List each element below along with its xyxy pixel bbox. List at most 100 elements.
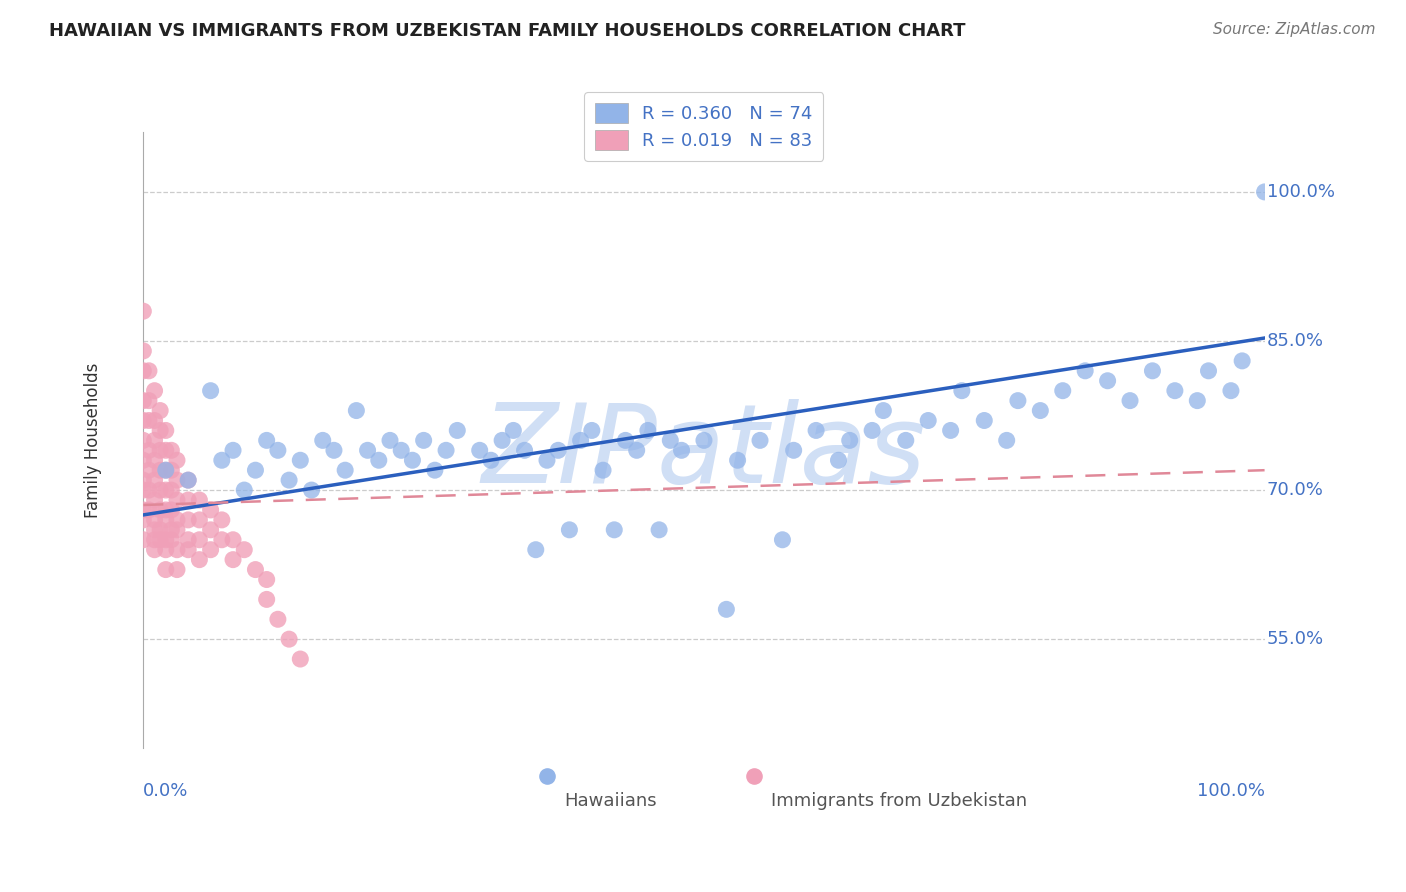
Point — [222, 533, 245, 547]
Point — [782, 443, 804, 458]
Point — [166, 523, 188, 537]
Point — [637, 424, 659, 438]
Point — [727, 453, 749, 467]
Point — [132, 364, 155, 378]
Point — [160, 483, 183, 497]
Point — [149, 523, 172, 537]
Point — [267, 443, 290, 458]
Point — [1029, 403, 1052, 417]
Point — [166, 542, 188, 557]
Point — [211, 533, 233, 547]
Point — [177, 513, 200, 527]
Point — [502, 424, 524, 438]
Point — [222, 552, 245, 566]
Point — [233, 483, 256, 497]
Point — [177, 542, 200, 557]
Point — [290, 652, 312, 666]
Point — [138, 443, 160, 458]
Point — [423, 463, 446, 477]
Point — [143, 533, 166, 547]
Point — [166, 453, 188, 467]
Point — [312, 434, 335, 448]
Point — [659, 434, 682, 448]
Point — [188, 552, 211, 566]
Point — [547, 443, 569, 458]
Point — [200, 542, 222, 557]
Text: 0.0%: 0.0% — [143, 782, 188, 800]
Point — [160, 463, 183, 477]
Point — [1164, 384, 1187, 398]
Point — [149, 483, 172, 497]
Point — [939, 424, 962, 438]
Point — [155, 463, 177, 477]
Point — [138, 413, 160, 427]
Point — [149, 463, 172, 477]
Point — [434, 443, 457, 458]
Point — [367, 453, 389, 467]
Point — [149, 503, 172, 517]
Point — [177, 533, 200, 547]
Point — [356, 443, 378, 458]
Point — [333, 463, 356, 477]
Point — [166, 513, 188, 527]
Point — [468, 443, 491, 458]
Point — [614, 434, 637, 448]
Point — [592, 463, 614, 477]
Point — [917, 413, 939, 427]
Point — [166, 563, 188, 577]
Point — [132, 453, 155, 467]
Text: 70.0%: 70.0% — [1267, 481, 1323, 500]
Point — [143, 384, 166, 398]
Point — [188, 493, 211, 508]
Point — [648, 523, 671, 537]
Point — [155, 483, 177, 497]
Point — [479, 453, 502, 467]
Point — [581, 424, 603, 438]
Point — [132, 533, 155, 547]
Text: 85.0%: 85.0% — [1267, 332, 1324, 350]
Point — [155, 533, 177, 547]
Point — [513, 443, 536, 458]
Point — [188, 513, 211, 527]
Point — [1187, 393, 1209, 408]
Point — [132, 483, 155, 497]
Point — [233, 542, 256, 557]
Point — [1119, 393, 1142, 408]
Point — [200, 384, 222, 398]
Point — [491, 434, 513, 448]
Point — [894, 434, 917, 448]
Point — [160, 443, 183, 458]
Point — [389, 443, 412, 458]
Point — [155, 424, 177, 438]
Point — [301, 483, 323, 497]
Point — [155, 563, 177, 577]
Point — [138, 393, 160, 408]
Point — [1253, 185, 1275, 199]
Point — [558, 523, 581, 537]
Point — [188, 533, 211, 547]
Point — [772, 533, 794, 547]
Point — [149, 424, 172, 438]
Point — [132, 513, 155, 527]
Point — [138, 483, 160, 497]
Text: Family Households: Family Households — [84, 363, 101, 518]
Point — [149, 403, 172, 417]
Point — [536, 453, 558, 467]
Point — [177, 473, 200, 487]
Point — [160, 503, 183, 517]
Point — [693, 434, 716, 448]
Point — [995, 434, 1018, 448]
Point — [838, 434, 860, 448]
Point — [626, 443, 648, 458]
Point — [138, 503, 160, 517]
Point — [155, 503, 177, 517]
Point — [401, 453, 423, 467]
Point — [412, 434, 434, 448]
Text: 100.0%: 100.0% — [1197, 782, 1264, 800]
Point — [132, 393, 155, 408]
Point — [1142, 364, 1164, 378]
Point — [166, 473, 188, 487]
Point — [155, 463, 177, 477]
Point — [143, 434, 166, 448]
Point — [1198, 364, 1220, 378]
